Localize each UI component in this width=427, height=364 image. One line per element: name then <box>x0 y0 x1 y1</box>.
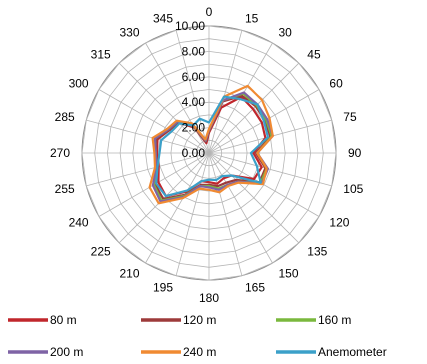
angle-label: 345 <box>153 12 173 26</box>
radial-tick-label: 0.00 <box>182 146 206 160</box>
angle-label: 270 <box>50 146 70 160</box>
legend-label: 120 m <box>183 313 216 327</box>
grid-spoke <box>175 152 210 276</box>
radial-tick-label: 4.00 <box>182 95 206 109</box>
angle-label: 75 <box>343 110 357 124</box>
angle-label: 210 <box>119 266 139 280</box>
legend-label: 160 m <box>318 313 351 327</box>
angle-label: 240 <box>69 216 89 230</box>
legend: 80 m 120 m 160 m 200 m 240 m Anemometer <box>8 313 387 359</box>
angle-label: 105 <box>343 182 363 196</box>
series-line-200-m <box>151 91 274 203</box>
angle-label: 45 <box>307 48 321 62</box>
radial-tick-labels: 0.00 2.00 4.00 6.00 8.00 10.00 <box>175 19 205 160</box>
angle-label: 315 <box>91 48 111 62</box>
grid-spoke <box>208 152 273 264</box>
angle-label: 30 <box>279 26 293 40</box>
legend-label: 200 m <box>50 345 83 359</box>
angle-label: 300 <box>69 77 89 91</box>
grid-spoke <box>175 30 210 154</box>
angle-label: 150 <box>279 266 299 280</box>
angle-label: 255 <box>55 182 75 196</box>
angle-label: 90 <box>348 146 362 160</box>
grid-spoke <box>86 152 210 187</box>
angle-label: 0 <box>206 5 213 19</box>
polar-grid <box>81 25 337 281</box>
series-lines <box>148 84 274 205</box>
grid-spoke <box>118 62 210 154</box>
series-line-120-m <box>154 94 272 200</box>
angle-label: 180 <box>199 291 219 305</box>
angle-label: 225 <box>91 244 111 258</box>
angle-label: 195 <box>153 280 173 294</box>
angle-label: 135 <box>307 244 327 258</box>
angle-label: 120 <box>329 216 349 230</box>
radial-tick-label: 6.00 <box>182 70 206 84</box>
angle-label: 330 <box>119 26 139 40</box>
angle-label: 15 <box>245 12 259 26</box>
grid-spoke <box>145 152 210 264</box>
radial-tick-label: 2.00 <box>182 121 206 135</box>
angle-label: 285 <box>55 110 75 124</box>
grid-spoke <box>208 152 300 244</box>
grid-spoke <box>208 152 332 187</box>
series-line-240-m <box>148 84 274 205</box>
legend-label: Anemometer <box>318 345 387 359</box>
grid-spoke <box>208 62 300 154</box>
angle-label: 165 <box>245 280 265 294</box>
grid-spoke <box>208 152 243 276</box>
series-line-anemometer <box>155 95 269 198</box>
legend-label: 80 m <box>50 313 77 327</box>
grid-spoke <box>86 119 210 154</box>
angle-label: 60 <box>329 77 343 91</box>
grid-spoke <box>208 30 243 154</box>
grid-spoke <box>98 89 210 154</box>
radial-tick-label: 10.00 <box>175 19 205 33</box>
grid-spoke <box>208 152 320 217</box>
radial-tick-label: 8.00 <box>182 44 206 58</box>
legend-label: 240 m <box>183 345 216 359</box>
